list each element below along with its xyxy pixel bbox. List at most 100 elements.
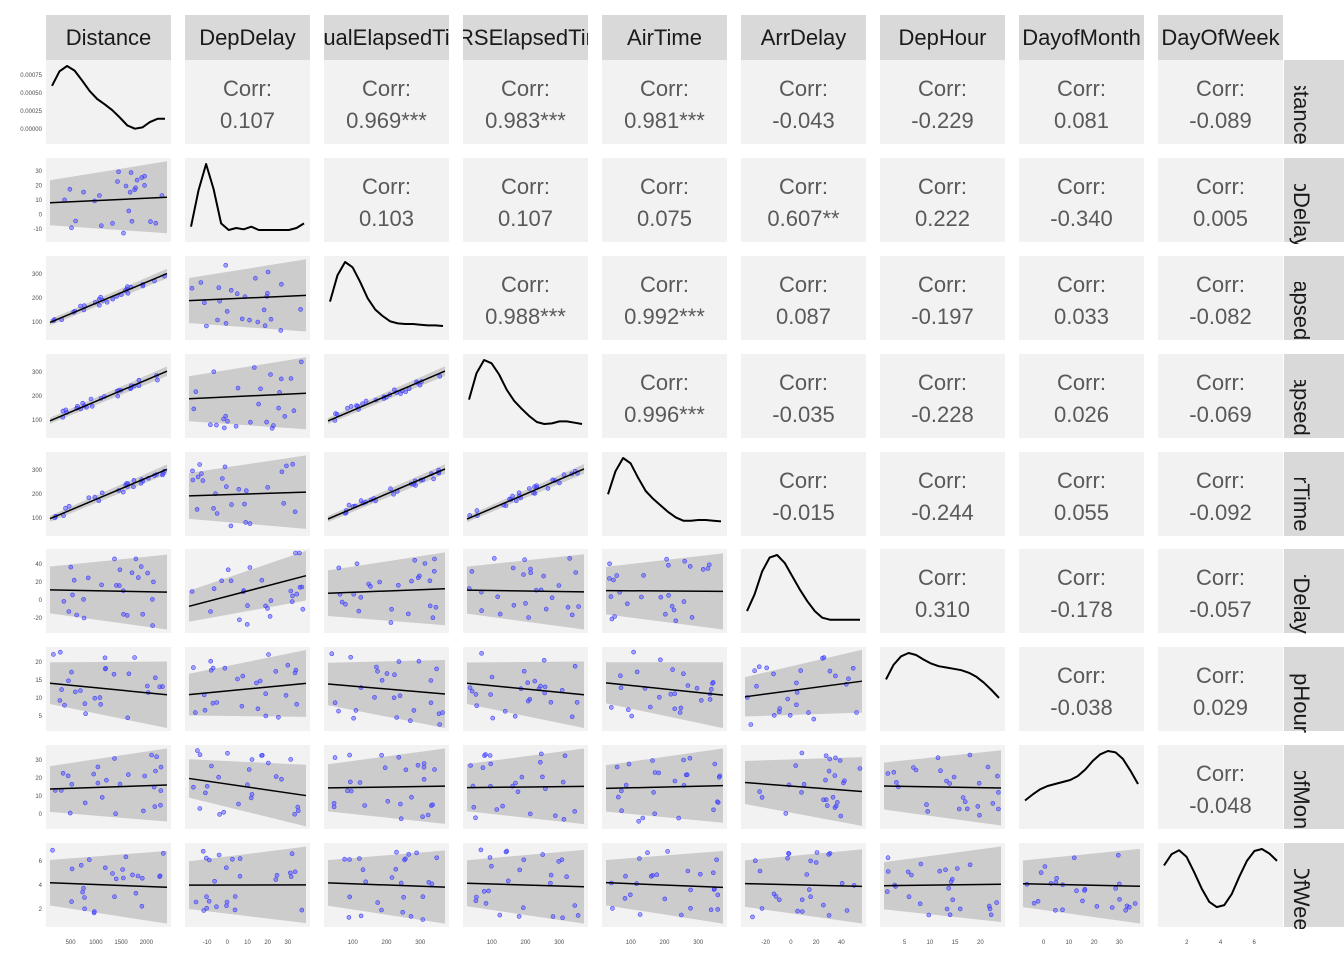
- data-point: [640, 815, 646, 821]
- data-point: [776, 897, 782, 903]
- regression-line: [744, 882, 863, 888]
- column-strip-bg: [1019, 15, 1144, 60]
- data-point: [651, 790, 656, 795]
- row-strip: Elapsed: [1284, 354, 1344, 438]
- data-point: [332, 700, 338, 706]
- data-point: [69, 669, 74, 675]
- data-point: [748, 722, 754, 727]
- data-point: [658, 657, 663, 663]
- data-point: [608, 594, 614, 599]
- x-tick-label: 500: [66, 940, 77, 946]
- data-point: [215, 317, 220, 323]
- data-point: [759, 795, 765, 800]
- x-tick-label: 200: [381, 940, 392, 946]
- data-point: [78, 862, 84, 868]
- data-point: [619, 788, 624, 794]
- data-point: [540, 774, 545, 780]
- corr-label: Corr:: [918, 468, 967, 493]
- data-point: [228, 523, 234, 529]
- data-point: [246, 767, 252, 772]
- data-point: [517, 867, 523, 873]
- corr-panel: Corr: -0.089: [1189, 76, 1251, 133]
- data-point: [372, 695, 377, 700]
- data-point: [425, 812, 431, 818]
- corr-panel: Corr: 0.055: [1054, 468, 1109, 525]
- data-point: [265, 485, 271, 490]
- data-point: [777, 706, 783, 711]
- row-strip-bg: [1284, 647, 1344, 731]
- data-point: [715, 892, 721, 898]
- y-tick-label: 200: [32, 296, 43, 302]
- corr-panel: Corr: 0.026: [1054, 370, 1109, 427]
- data-point: [82, 895, 87, 900]
- data-point: [678, 912, 684, 918]
- confidence-band: [50, 366, 167, 424]
- data-point: [136, 377, 142, 383]
- panel-background: [1019, 452, 1144, 536]
- data-point: [394, 849, 399, 855]
- corr-value: 0.005: [1193, 206, 1248, 231]
- data-point: [102, 655, 108, 661]
- corr-value: 0.107: [498, 206, 553, 231]
- data-point: [1132, 901, 1138, 906]
- data-point: [714, 857, 719, 863]
- data-point: [51, 652, 56, 657]
- data-point: [255, 319, 261, 325]
- data-point: [153, 675, 158, 681]
- data-point: [263, 603, 268, 609]
- data-point: [837, 758, 843, 763]
- data-point: [130, 872, 135, 878]
- data-point: [233, 423, 239, 429]
- data-point: [243, 520, 248, 525]
- data-point: [417, 573, 422, 579]
- corr-panel: Corr: -0.015: [772, 468, 834, 525]
- data-point: [385, 798, 391, 804]
- data-point: [140, 611, 145, 617]
- corr-label: Corr:: [362, 76, 411, 101]
- panel-background: [1019, 354, 1144, 438]
- data-point: [663, 611, 668, 617]
- data-point: [437, 722, 443, 727]
- data-point: [474, 894, 479, 900]
- data-point: [191, 665, 196, 670]
- data-point: [522, 557, 527, 563]
- corr-label: Corr:: [640, 272, 689, 297]
- data-point: [157, 874, 162, 879]
- x-tick-label: 20: [1091, 940, 1098, 946]
- corr-panel: Corr: -0.092: [1189, 468, 1251, 525]
- confidence-band: [50, 268, 167, 326]
- data-point: [138, 564, 144, 569]
- data-point: [120, 867, 125, 872]
- data-point: [50, 847, 55, 853]
- y-tick-label: 30: [35, 758, 42, 764]
- regression-line: [466, 785, 585, 789]
- data-point: [925, 809, 931, 814]
- data-point: [824, 803, 830, 808]
- data-point: [347, 779, 353, 785]
- data-point: [647, 704, 653, 710]
- data-point: [214, 904, 219, 910]
- data-point: [110, 221, 115, 226]
- corr-panel: Corr: -0.229: [911, 76, 973, 133]
- data-point: [489, 863, 494, 869]
- data-point: [515, 789, 521, 795]
- corr-label: Corr:: [640, 370, 689, 395]
- y-tick-label: 0.00050: [20, 91, 42, 97]
- regression-line: [188, 574, 307, 608]
- regression-line: [466, 589, 585, 593]
- data-point: [956, 806, 962, 812]
- data-point: [990, 801, 996, 806]
- data-point: [203, 790, 208, 796]
- data-point: [826, 913, 832, 918]
- panel-background: [463, 60, 588, 144]
- y-tick-label: 20: [35, 776, 42, 782]
- row-strip-label: AirTime: [1289, 457, 1314, 532]
- data-point: [405, 611, 411, 617]
- data-point: [489, 674, 495, 680]
- x-tick-label: 300: [415, 940, 426, 946]
- data-point: [97, 302, 102, 308]
- data-point: [228, 287, 234, 293]
- density-curve: [607, 457, 722, 523]
- data-point: [71, 577, 77, 583]
- data-point: [153, 220, 159, 226]
